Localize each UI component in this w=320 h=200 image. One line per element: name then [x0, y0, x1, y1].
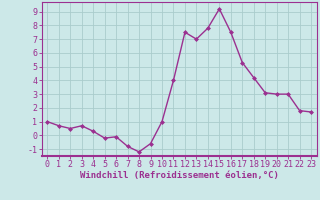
X-axis label: Windchill (Refroidissement éolien,°C): Windchill (Refroidissement éolien,°C) — [80, 171, 279, 180]
